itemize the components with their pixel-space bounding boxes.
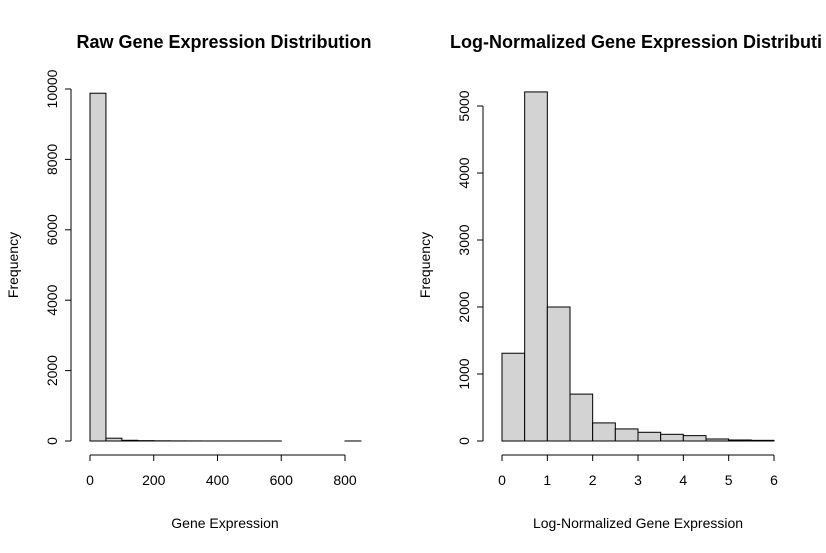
histogram-bar (121, 439, 139, 442)
x-tick-label: 400 (206, 472, 230, 488)
x-tick-label: 4 (679, 472, 687, 488)
histogram-bar (728, 439, 752, 442)
histogram-bar (682, 435, 707, 442)
histogram-bar (105, 437, 123, 442)
log-normalized-expression-histogram: Log-Normalized Gene Expression Distribut… (417, 32, 822, 531)
histogram-bar (89, 92, 107, 442)
histogram-bar (524, 91, 548, 442)
y-tick-label: 4000 (44, 284, 60, 315)
chart-title: Raw Gene Expression Distribution (76, 32, 371, 52)
x-tick-label: 3 (634, 472, 642, 488)
y-tick-label: 6000 (44, 214, 60, 245)
y-axis: 0 2000 4000 6000 8000 10000 (44, 69, 72, 445)
histogram-bar (501, 352, 526, 442)
x-tick-label: 0 (86, 472, 94, 488)
x-tick-label: 5 (725, 472, 733, 488)
x-tick-label: 800 (333, 472, 357, 488)
histogram-bar (660, 433, 684, 442)
y-tick-label: 8000 (44, 144, 60, 175)
raw-expression-histogram: Raw Gene Expression Distribution Gene Ex… (5, 32, 372, 531)
x-tick-label: 0 (498, 472, 506, 488)
bars (89, 92, 362, 442)
y-tick-label: 5000 (456, 90, 472, 121)
x-axis: 0 1 2 3 4 5 6 (498, 454, 778, 488)
histogram-bar (546, 306, 571, 442)
histogram-bar (569, 393, 594, 442)
y-tick-label: 10000 (44, 69, 60, 108)
y-tick-label: 1000 (456, 358, 472, 389)
x-axis-label: Gene Expression (171, 515, 278, 531)
bars (501, 91, 775, 442)
y-axis-label: Frequency (417, 232, 433, 298)
histogram-bar (705, 438, 730, 442)
y-tick-label: 4000 (456, 157, 472, 188)
x-tick-label: 2 (589, 472, 597, 488)
x-axis: 0 200 400 600 800 (86, 454, 357, 488)
x-tick-label: 200 (142, 472, 166, 488)
y-tick-label: 3000 (456, 224, 472, 255)
y-tick-label: 2000 (456, 291, 472, 322)
histogram-bar (614, 428, 639, 442)
x-axis-label: Log-Normalized Gene Expression (533, 515, 743, 531)
y-axis: 0 1000 2000 3000 4000 5000 (456, 90, 484, 445)
x-tick-label: 600 (270, 472, 294, 488)
y-tick-label: 0 (44, 437, 60, 445)
y-tick-label: 2000 (44, 355, 60, 386)
histogram-bar (592, 422, 616, 442)
x-tick-label: 6 (770, 472, 778, 488)
x-tick-label: 1 (543, 472, 551, 488)
histogram-bar (637, 431, 662, 442)
y-tick-label: 0 (456, 437, 472, 445)
histogram-bar (750, 439, 775, 442)
y-axis-label: Frequency (5, 232, 21, 298)
chart-title: Log-Normalized Gene Expression Distribut… (450, 32, 822, 52)
